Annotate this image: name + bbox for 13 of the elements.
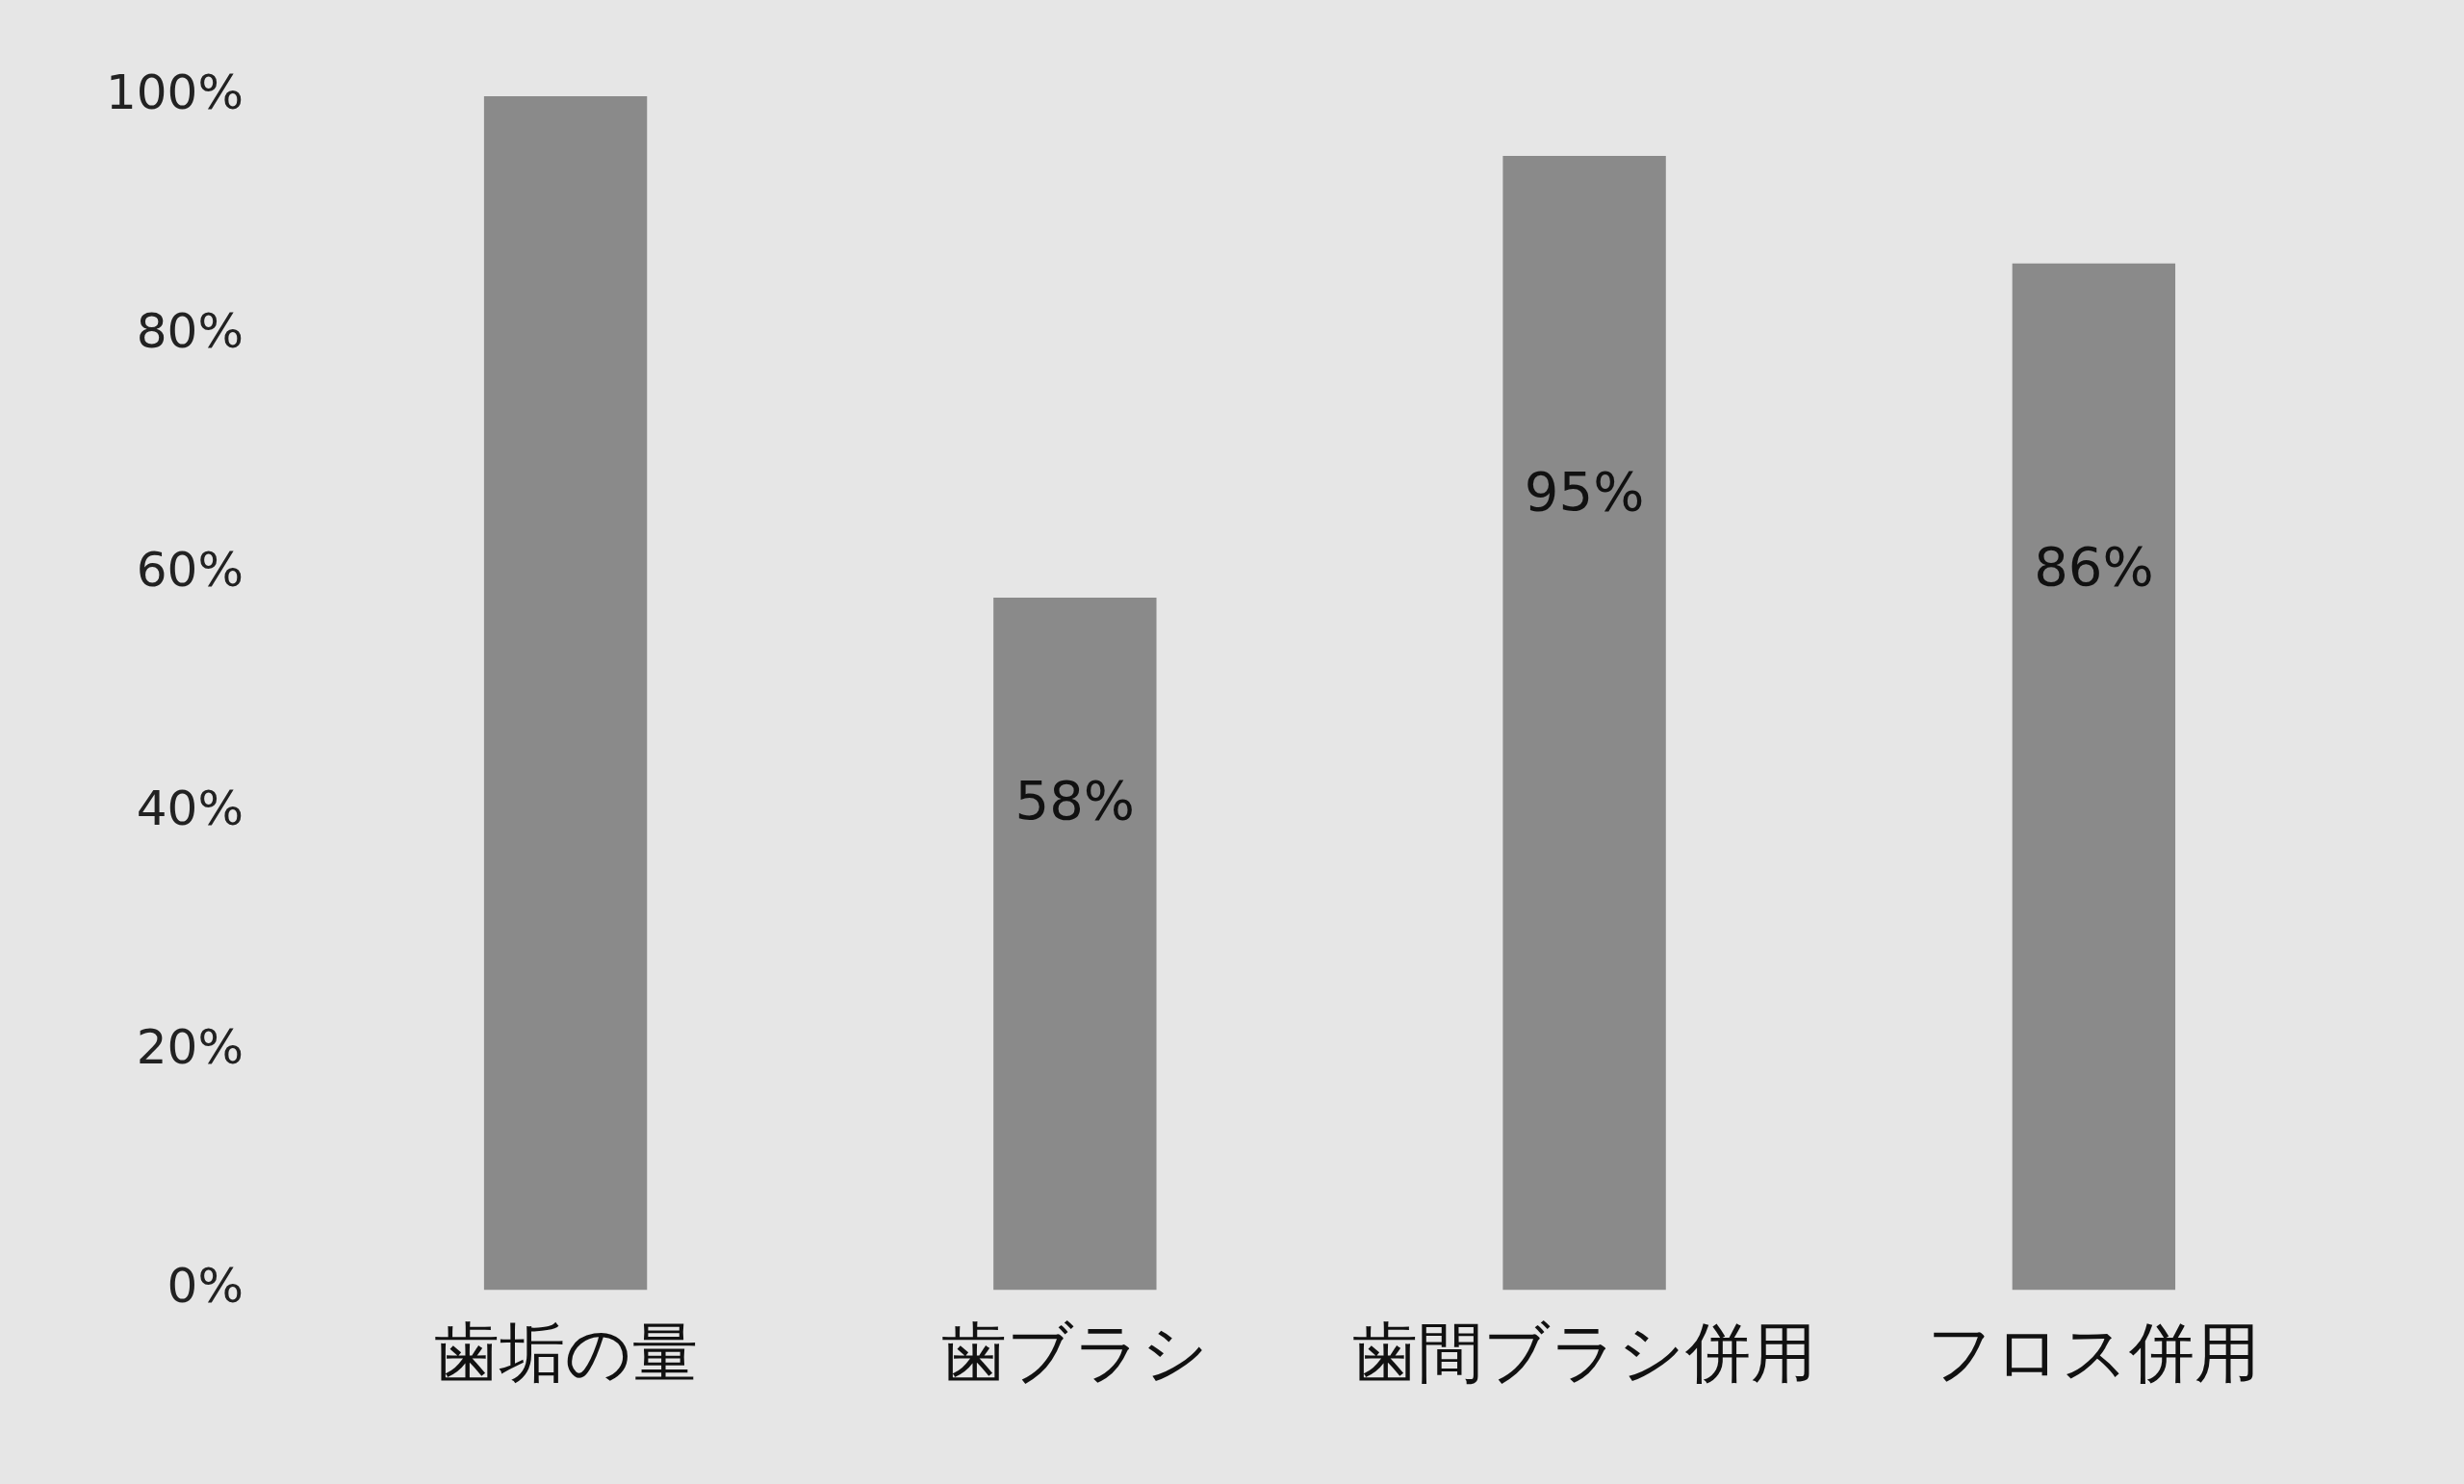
y-tick-label: 100% (105, 64, 244, 120)
data-label: 58% (1014, 769, 1136, 832)
y-tick-label: 20% (136, 1019, 244, 1076)
data-label: 86% (2034, 535, 2154, 599)
x-tick-label: 歯垢の量 (433, 1314, 698, 1391)
y-tick-label: 0% (167, 1258, 244, 1315)
y-tick-label: 60% (136, 542, 244, 599)
data-label: 95% (1524, 460, 1645, 524)
x-tick-label: フロス併用 (1927, 1314, 2261, 1391)
x-tick-label: 歯ブラシ (940, 1314, 1209, 1391)
y-tick-label: 40% (136, 780, 244, 837)
y-tick-label: 80% (136, 303, 244, 360)
x-tick-label: 歯間ブラシ併用 (1352, 1314, 1817, 1391)
